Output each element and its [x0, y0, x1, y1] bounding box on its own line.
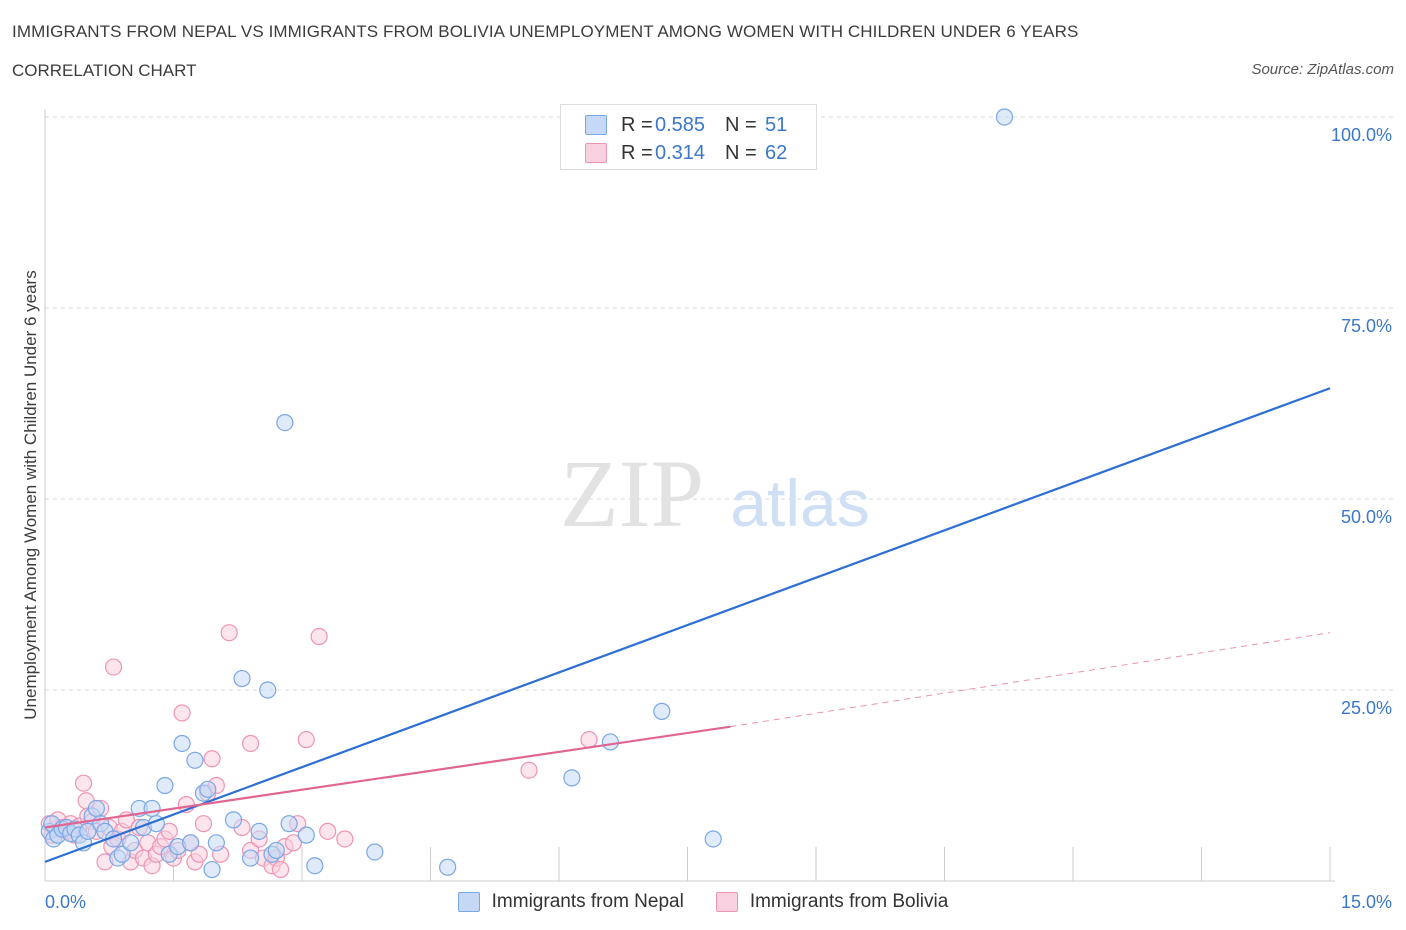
r-label: R =: [621, 113, 653, 136]
nepal-point-44: [366, 843, 384, 861]
legend-item-nepal[interactable]: Immigrants from Nepal: [457, 891, 684, 913]
nepal-point-50: [995, 108, 1014, 126]
bolivia-point-44: [220, 624, 238, 642]
r-value: 0.585: [655, 113, 706, 136]
nepal-point-35: [242, 849, 260, 867]
legend-label-bolivia: Immigrants from Bolivia: [749, 891, 949, 912]
bolivia-point-60: [520, 761, 538, 779]
stats-row-nepal: R = 0.585 N = 51: [585, 113, 787, 137]
legend-label-nepal: Immigrants from Nepal: [491, 891, 684, 912]
nepal-point-33: [224, 811, 243, 829]
x-tick-label-0: 0.0%: [45, 892, 86, 912]
nepal-swatch-icon: [585, 115, 607, 135]
nepal-point-12: [87, 799, 106, 818]
nepal-point-28: [186, 751, 204, 769]
r-label: R =: [621, 141, 653, 164]
y-tick-label-3: 100.0%: [1331, 125, 1392, 145]
watermark-zip: ZIP: [560, 440, 704, 547]
nepal-point-17: [113, 845, 131, 863]
watermark: ZIP atlas: [560, 440, 870, 547]
nepal-point-43: [306, 857, 324, 875]
grid-lines: [45, 116, 1395, 691]
watermark-atlas: atlas: [730, 466, 869, 540]
nepal-point-26: [173, 734, 191, 753]
bolivia-point-47: [242, 734, 260, 753]
chart-title: IMMIGRANTS FROM NEPAL VS IMMIGRANTS FROM…: [12, 22, 1079, 41]
stats-legend: R = 0.585 N = 51 R = 0.314 N = 62: [560, 104, 817, 170]
x-tick-label-1: 15.0%: [1341, 892, 1392, 912]
nepal-point-39: [267, 841, 285, 860]
chart-subtitle: CORRELATION CHART: [12, 61, 197, 80]
nepal-point-21: [143, 799, 161, 818]
bolivia-point-41: [203, 750, 221, 768]
legend-item-bolivia[interactable]: Immigrants from Bolivia: [715, 891, 949, 913]
nepal-point-18: [122, 834, 140, 852]
bolivia-point-57: [310, 627, 328, 646]
nepal-point-27: [182, 834, 200, 852]
r-value: 0.314: [655, 141, 706, 164]
nepal-point-40: [276, 414, 294, 432]
bolivia-point-58: [319, 822, 337, 840]
bolivia-point-59: [336, 830, 354, 848]
nepal-point-37: [259, 681, 277, 699]
bolivia-point-54: [284, 834, 303, 852]
stats-row-bolivia: R = 0.314 N = 62: [585, 141, 787, 165]
bolivia-point-34: [173, 704, 191, 722]
nepal-point-31: [203, 860, 221, 879]
bolivia-point-52: [271, 860, 290, 879]
bolivia-point-9: [74, 774, 93, 792]
nepal-point-48: [653, 702, 671, 720]
nepal-point-30: [199, 780, 217, 798]
n-label: N =: [725, 113, 757, 136]
n-value: 62: [765, 141, 788, 164]
bolivia-point-61: [580, 731, 598, 749]
y-tick-label-1: 50.0%: [1341, 507, 1392, 527]
bolivia-point-31: [160, 822, 178, 840]
tick-labels: 25.0% 50.0% 75.0% 100.0% 0.0% 15.0%: [45, 125, 1392, 912]
y-tick-label-0: 25.0%: [1341, 698, 1392, 718]
bolivia-trend-line-extension: [730, 632, 1331, 728]
bolivia-point-38: [190, 845, 208, 863]
nepal-point-32: [207, 834, 225, 852]
nepal-legend-swatch-icon: [457, 892, 480, 912]
axes: [44, 109, 1335, 882]
bolivia-trend-line: [44, 725, 731, 829]
nepal-trend-line: [44, 387, 1331, 863]
bolivia-point-56: [297, 731, 315, 749]
bolivia-point-18: [104, 658, 123, 676]
nepal-point-45: [439, 858, 457, 876]
nepal-point-49: [704, 830, 722, 848]
bolivia-swatch-icon: [585, 143, 607, 163]
bolivia-legend-swatch-icon: [715, 892, 738, 912]
n-value: 51: [765, 113, 788, 136]
series-legend: Immigrants from Nepal Immigrants from Bo…: [0, 889, 1406, 915]
nepal-point-36: [250, 822, 268, 840]
nepal-point-47: [601, 733, 620, 751]
source-label: Source: ZipAtlas.com: [1251, 61, 1394, 78]
trend-lines: [44, 387, 1331, 863]
nepal-point-41: [280, 815, 298, 833]
nepal-point-23: [156, 776, 174, 795]
nepal-point-42: [297, 826, 315, 844]
nepal-point-46: [563, 769, 581, 787]
y-tick-label-2: 75.0%: [1341, 316, 1392, 336]
nepal-point-34: [233, 669, 251, 688]
n-label: N =: [725, 141, 757, 164]
bolivia-point-39: [194, 815, 213, 833]
